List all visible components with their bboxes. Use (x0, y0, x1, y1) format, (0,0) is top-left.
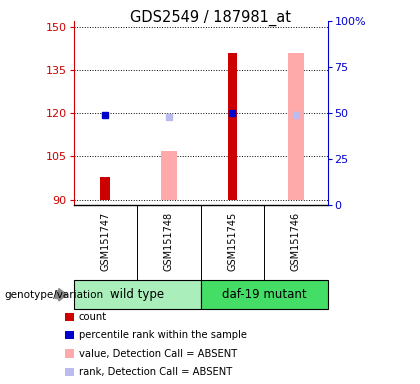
Text: GSM151746: GSM151746 (291, 212, 301, 271)
Text: GDS2549 / 187981_at: GDS2549 / 187981_at (129, 10, 291, 26)
Bar (161, 151, 177, 200)
Text: percentile rank within the sample: percentile rank within the sample (79, 330, 247, 340)
Text: count: count (79, 312, 107, 322)
Text: rank, Detection Call = ABSENT: rank, Detection Call = ABSENT (79, 367, 232, 377)
FancyArrow shape (55, 288, 67, 301)
Text: genotype/variation: genotype/variation (4, 290, 103, 300)
Bar (288, 53, 304, 200)
Text: GSM151745: GSM151745 (227, 212, 237, 271)
Text: wild type: wild type (110, 288, 164, 301)
Bar (201, 280, 328, 309)
Text: GSM151747: GSM151747 (100, 212, 110, 271)
Text: daf-19 mutant: daf-19 mutant (222, 288, 306, 301)
Bar (74, 280, 201, 309)
Text: value, Detection Call = ABSENT: value, Detection Call = ABSENT (79, 349, 237, 359)
Bar (228, 53, 237, 200)
Text: GSM151748: GSM151748 (164, 212, 174, 271)
Bar (100, 177, 110, 200)
